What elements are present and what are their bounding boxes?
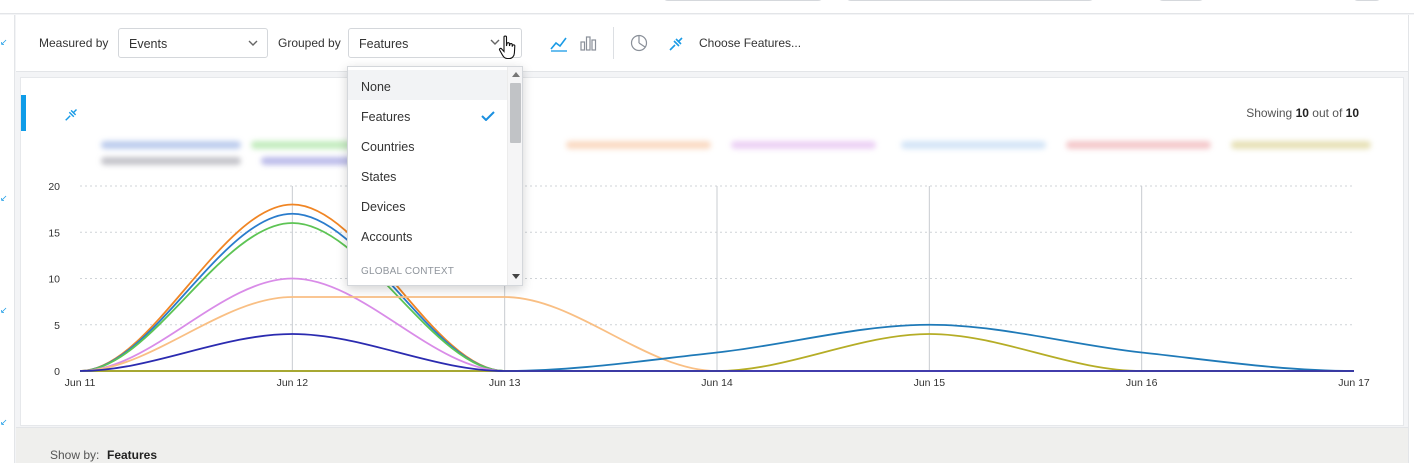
showing-number: 10 bbox=[1295, 106, 1309, 120]
legend-item[interactable] bbox=[1066, 141, 1211, 149]
chevron-down-icon bbox=[248, 40, 258, 46]
dropdown-item-states[interactable]: States bbox=[348, 160, 507, 190]
legend-item[interactable] bbox=[731, 141, 876, 149]
show-by-value: Features bbox=[107, 448, 158, 462]
dropdown-item-label: Countries bbox=[361, 140, 415, 154]
dropdown-item-none[interactable]: None bbox=[348, 70, 507, 100]
dropdown-item-label: States bbox=[361, 170, 397, 184]
left-gutter: ↙ ↙ ↙ ↙ bbox=[0, 15, 15, 463]
grouped-by-value: Features bbox=[359, 37, 409, 51]
top-search-field[interactable] bbox=[845, 0, 1095, 1]
grouped-by-label: Grouped by bbox=[278, 36, 341, 50]
chart-legend[interactable] bbox=[81, 141, 1371, 175]
plug-icon[interactable] bbox=[667, 33, 687, 53]
measured-by-label: Measured by bbox=[39, 36, 109, 50]
top-bar bbox=[0, 0, 1414, 14]
dropdown-item-devices[interactable]: Devices bbox=[348, 190, 507, 220]
chevron-down-icon bbox=[490, 39, 500, 45]
top-toggle[interactable] bbox=[1157, 0, 1205, 1]
legend-item[interactable] bbox=[261, 157, 361, 165]
showing-total: 10 bbox=[1345, 106, 1359, 120]
top-menu[interactable] bbox=[1352, 0, 1382, 1]
dropdown-item-countries[interactable]: Countries bbox=[348, 130, 507, 160]
legend-item[interactable] bbox=[1231, 141, 1371, 149]
plug-icon[interactable] bbox=[63, 105, 81, 123]
dropdown-scrollbar[interactable] bbox=[507, 67, 522, 285]
gutter-mark: ↙ bbox=[0, 305, 8, 315]
pie-chart-icon[interactable] bbox=[629, 33, 649, 53]
bar-chart-icon[interactable] bbox=[578, 33, 598, 53]
legend-item[interactable] bbox=[566, 141, 711, 149]
scroll-down-icon[interactable] bbox=[512, 274, 520, 279]
grouped-by-select[interactable]: Features bbox=[348, 28, 522, 58]
choose-features-button[interactable]: Choose Features... bbox=[699, 36, 802, 50]
chart-card: Showing 10 out of 10 bbox=[20, 77, 1404, 426]
dropdown-item-features[interactable]: Features bbox=[348, 100, 507, 130]
grouped-by-dropdown[interactable]: None Features Countries States Devices A… bbox=[347, 66, 523, 286]
gutter-mark: ↙ bbox=[0, 37, 8, 47]
right-gutter bbox=[1408, 15, 1414, 463]
hand-cursor-icon bbox=[498, 35, 516, 60]
card-accent bbox=[21, 95, 26, 131]
dropdown-item-label: None bbox=[361, 80, 391, 94]
showing-mid: out of bbox=[1312, 106, 1343, 120]
legend-item[interactable] bbox=[251, 141, 381, 149]
checkmark-icon bbox=[481, 111, 495, 121]
dropdown-item-label: Devices bbox=[361, 200, 406, 214]
scrollbar-thumb[interactable] bbox=[510, 83, 521, 143]
gutter-mark: ↙ bbox=[0, 193, 8, 203]
measured-by-value: Events bbox=[129, 37, 168, 51]
legend-item[interactable] bbox=[901, 141, 1046, 149]
show-by-label: Show by: bbox=[50, 448, 100, 462]
showing-prefix: Showing bbox=[1246, 106, 1293, 120]
toolbar-divider bbox=[613, 27, 614, 59]
dropdown-item-label: Features bbox=[361, 110, 411, 124]
top-control[interactable] bbox=[662, 0, 824, 1]
dropdown-item-label: Accounts bbox=[361, 230, 413, 244]
gutter-mark: ↙ bbox=[0, 417, 8, 427]
showing-count: Showing 10 out of 10 bbox=[1246, 106, 1359, 120]
legend-item[interactable] bbox=[101, 141, 241, 149]
show-by-bar: Show by: Features bbox=[16, 427, 1408, 463]
dropdown-group-header: GLOBAL CONTEXT bbox=[361, 266, 455, 277]
measured-by-select[interactable]: Events bbox=[118, 28, 268, 58]
scroll-up-icon[interactable] bbox=[512, 72, 520, 77]
dropdown-item-accounts[interactable]: Accounts bbox=[348, 220, 507, 250]
legend-item[interactable] bbox=[101, 157, 241, 165]
analytics-toolbar: Measured by Events Grouped by Features C… bbox=[16, 15, 1408, 72]
line-chart-icon[interactable] bbox=[549, 33, 569, 53]
